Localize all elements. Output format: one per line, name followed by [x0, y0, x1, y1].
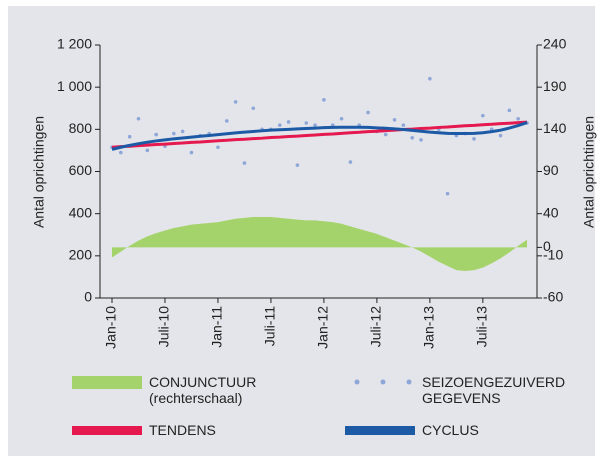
point [498, 133, 503, 138]
point [136, 116, 141, 121]
x-tick-label: Juli-12 [368, 306, 384, 347]
point [295, 163, 300, 167]
y-tick-label: 600 [69, 162, 93, 178]
point [472, 137, 476, 141]
y2-axis-title: Antal oprichtingen [581, 116, 597, 228]
point [410, 135, 415, 140]
y-tick-label: 800 [69, 120, 93, 136]
point [224, 119, 229, 123]
area [112, 217, 527, 272]
y2-tick-label: -10 [543, 247, 563, 263]
y-tick-label: 1 200 [57, 36, 92, 52]
point [481, 113, 485, 118]
y2-tick-label: -60 [543, 289, 563, 305]
x-tick-label: Jan-13 [421, 306, 437, 349]
point [322, 98, 326, 102]
point [445, 191, 450, 196]
x-tick-label: Jan-11 [209, 306, 225, 348]
y2-tick-label: 190 [543, 78, 567, 94]
y-tick-label: 400 [69, 204, 93, 220]
point [419, 138, 423, 142]
point [516, 116, 520, 121]
point [339, 116, 344, 121]
point [251, 106, 256, 111]
point [348, 160, 353, 164]
point [428, 76, 432, 81]
y-axis-title: Antal oprichtingen [31, 116, 47, 228]
legend-label: CYCLUS [422, 422, 479, 438]
point [145, 148, 150, 153]
point [216, 145, 220, 150]
y2-tick-label: 40 [543, 204, 559, 220]
y2-tick-label: 0 [543, 238, 551, 254]
point [119, 150, 123, 155]
point [392, 118, 397, 122]
point [507, 108, 512, 113]
y-tick-label: 1 000 [57, 78, 92, 94]
legend-marker [354, 379, 360, 385]
x-tick-label: Juli-13 [474, 306, 490, 347]
point [313, 123, 317, 127]
point [127, 134, 132, 139]
point [304, 121, 309, 125]
point [242, 161, 247, 165]
point [233, 100, 238, 104]
point [277, 123, 282, 127]
legend-marker [406, 379, 412, 385]
point [180, 129, 185, 134]
y2-tick-label: 90 [543, 162, 559, 178]
point [172, 131, 176, 136]
x-tick-label: Jan-12 [315, 306, 331, 349]
x-tick-label: Jan-10 [103, 306, 119, 349]
point [401, 123, 406, 127]
y-tick-label: 0 [84, 289, 92, 305]
y-tick-label: 200 [69, 247, 93, 263]
legend-marker [72, 426, 142, 435]
y2-tick-label: 140 [543, 120, 567, 136]
legend-marker [345, 426, 415, 435]
legend-label: CONJUNCTUUR (rechterschaal) [149, 374, 257, 406]
point [154, 132, 158, 137]
point [366, 110, 370, 115]
x-tick-label: Juli-11 [262, 306, 278, 346]
point [189, 150, 194, 155]
legend-label: SEIZOENGEZUIVERD GEGEVENS [422, 374, 566, 406]
point [286, 120, 291, 124]
y2-tick-label: 240 [543, 36, 567, 52]
point [383, 132, 388, 137]
x-tick-label: Juli-10 [156, 306, 172, 347]
legend-marker [72, 376, 142, 389]
legend-label: TENDENS [149, 422, 216, 438]
line [111, 121, 528, 151]
line [111, 120, 528, 149]
legend-marker [380, 379, 386, 385]
